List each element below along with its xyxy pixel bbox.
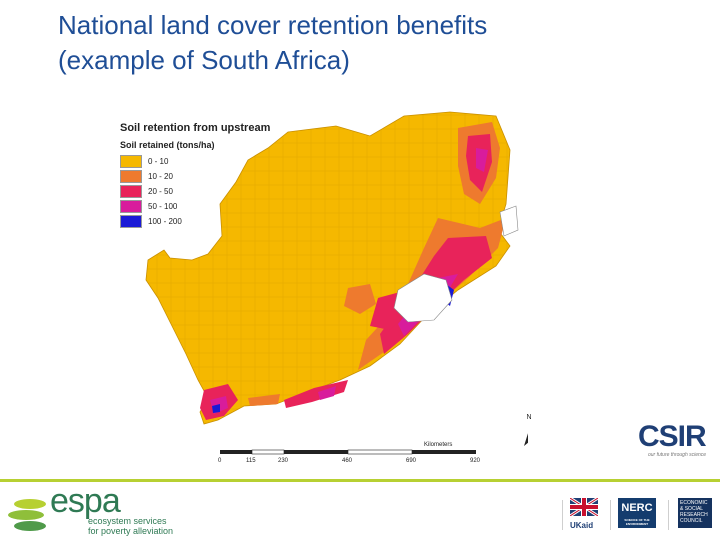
espa-logo: espa ecosystem services for poverty alle…	[8, 482, 188, 536]
zone-orange-interior	[344, 284, 376, 314]
nerc-wordmark: NERC	[621, 502, 653, 514]
scale-unit: Kilometers	[424, 442, 453, 448]
espa-wordmark: espa	[50, 482, 121, 520]
legend-swatch	[120, 155, 142, 168]
scale-tick: 0	[218, 458, 222, 464]
slide-title-line1: National land cover retention benefits	[58, 10, 488, 40]
espa-sub-line2: for poverty alleviation	[88, 526, 174, 536]
ukaid-text: UKaid	[570, 521, 594, 530]
legend-swatch	[120, 200, 142, 213]
scale-bar	[220, 449, 476, 455]
legend-item: 0 - 10	[120, 154, 182, 169]
slide-title: National land cover retention benefits (…	[58, 8, 698, 78]
legend-swatch	[120, 185, 142, 198]
soil-retention-map: Soil retention from upstream Soil retain…	[108, 108, 534, 470]
partner-divider	[562, 500, 563, 530]
legend-label: 50 - 100	[148, 202, 178, 211]
partner-divider	[610, 500, 611, 530]
nerc-subtitle: SCIENCE OF THE ENVIRONMENT	[624, 518, 650, 526]
map-canvas	[145, 111, 534, 455]
lesotho-enclave	[393, 273, 453, 323]
espa-subtitle: ecosystem services for poverty alleviati…	[88, 516, 173, 536]
csir-tagline: our future through science	[648, 452, 707, 458]
legend-label: 20 - 50	[148, 187, 173, 196]
legend-label: 100 - 200	[148, 217, 182, 226]
map-legend: 0 - 10 10 - 20 20 - 50 50 - 100 100 - 20…	[120, 154, 182, 229]
north-arrow-icon	[524, 430, 534, 446]
scale-tick: 460	[342, 458, 353, 464]
zone-magenta-ne	[476, 148, 488, 172]
legend-label: 0 - 10	[148, 157, 169, 166]
zone-red-south	[284, 380, 348, 408]
zone-magenta-south	[318, 386, 336, 400]
csir-wordmark: CSIR	[638, 420, 707, 453]
legend-item: 20 - 50	[120, 184, 182, 199]
north-label: N	[526, 414, 532, 421]
legend-swatch	[120, 170, 142, 183]
footer-rule-top	[0, 479, 720, 482]
nerc-logo: NERC SCIENCE OF THE ENVIRONMENT	[618, 498, 656, 532]
legend-item: 10 - 20	[120, 169, 182, 184]
swaziland-enclave	[499, 205, 519, 237]
slide-title-line2: (example of South Africa)	[58, 45, 350, 75]
map-title: Soil retention from upstream	[120, 122, 271, 134]
esrc-logo: ECONOMIC & SOCIAL RESEARCH COUNCIL	[678, 498, 712, 532]
ukaid-logo: UKaid	[569, 496, 599, 532]
esrc-badge: ECONOMIC & SOCIAL RESEARCH COUNCIL	[678, 498, 712, 528]
partner-divider	[668, 500, 669, 530]
legend-swatch	[120, 215, 142, 228]
legend-item: 50 - 100	[120, 199, 182, 214]
legend-label: 10 - 20	[148, 172, 173, 181]
espa-leaf-icon	[8, 499, 46, 531]
union-flag-icon	[569, 496, 599, 518]
zone-blue-cape	[212, 404, 220, 413]
nerc-badge: NERC SCIENCE OF THE ENVIRONMENT	[618, 498, 656, 528]
scale-tick: 230	[278, 458, 289, 464]
scale-tick: 920	[470, 458, 481, 464]
legend-title: Soil retained (tons/ha)	[120, 140, 215, 150]
legend-item: 100 - 200	[120, 214, 182, 229]
scale-tick: 690	[406, 458, 417, 464]
espa-sub-line1: ecosystem services	[88, 516, 167, 526]
scale-tick: 115	[246, 458, 256, 464]
zone-orange-south	[248, 394, 280, 406]
csir-logo: CSIR our future through science	[638, 420, 707, 458]
